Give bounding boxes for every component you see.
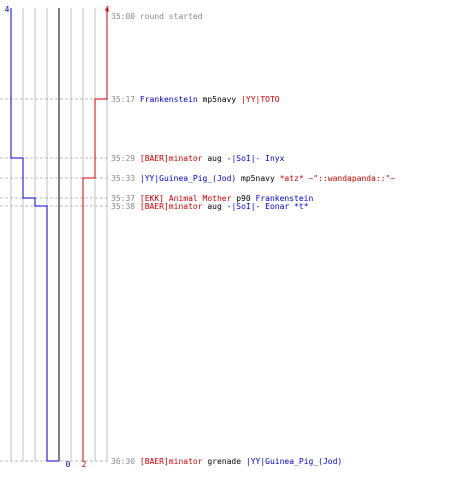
event-entry: 35:37 [EKK] Animal Mother p90 Frankenste…	[111, 194, 313, 203]
event-text-part: mp5navy	[236, 174, 279, 183]
event-entry: 36:30 [BAER]minator grenade |YY|Guinea_P…	[111, 457, 342, 466]
event-entry: 35:33 |YY|Guinea_Pig_(Jod) mp5navy *atz*…	[111, 174, 395, 183]
event-text-part: aug	[203, 202, 227, 211]
blue-final-score-label: 0	[66, 460, 71, 469]
event-text-part: |YY|TOTO	[241, 95, 280, 104]
event-text-part: Frankenstein	[256, 194, 314, 203]
event-entry: 35:38 [BAER]minator aug -|SoI|- Eonar *t…	[111, 202, 309, 211]
red-final-score-label: 2	[82, 460, 87, 469]
event-text-part: Frankenstein	[140, 95, 198, 104]
event-text-part: [BAER]minator	[140, 457, 203, 466]
event-time: 35:29	[111, 154, 140, 163]
event-text-part: grenade	[203, 457, 246, 466]
event-time: 35:33	[111, 174, 140, 183]
event-entry: 35:00 round started	[111, 12, 203, 21]
event-time: 36:30	[111, 457, 140, 466]
event-text-part: round started	[140, 12, 203, 21]
event-time: 35:00	[111, 12, 140, 21]
event-text-part: mp5navy	[198, 95, 241, 104]
event-time: 35:37	[111, 194, 140, 203]
event-time: 35:38	[111, 202, 140, 211]
event-guide-lines	[0, 98, 109, 462]
event-text-part: aug	[203, 154, 227, 163]
event-text-part: [BAER]minator	[140, 154, 203, 163]
event-text-part: |YY|Guinea_Pig_(Jod)	[246, 457, 342, 466]
event-entry: 35:17 Frankenstein mp5navy |YY|TOTO	[111, 95, 280, 104]
red-team-score-line	[82, 8, 108, 461]
event-log: 35:00 round started 35:17 Frankenstein mp…	[111, 12, 395, 466]
event-text-part: |YY|Guinea_Pig_(Jod)	[140, 174, 236, 183]
event-text-part: p90	[231, 194, 255, 203]
score-labels: 4 4 0 2	[5, 5, 110, 469]
event-text-part: -|SoI|- Inyx	[227, 154, 285, 163]
event-text-part: -|SoI|- Eonar *t*	[227, 202, 309, 211]
score-series	[10, 8, 108, 462]
red-start-score-label: 4	[105, 5, 110, 14]
event-entry: 35:29 [BAER]minator aug -|SoI|- Inyx	[111, 154, 285, 163]
blue-team-score-line	[10, 8, 59, 462]
event-text-part: *atz* ~"::wandapanda::"~	[280, 174, 396, 183]
score-grid	[10, 8, 108, 461]
blue-start-score-label: 4	[5, 5, 10, 14]
event-text-part: [EKK] Animal Mother	[140, 194, 232, 203]
event-text-part: [BAER]minator	[140, 202, 203, 211]
event-time: 35:17	[111, 95, 140, 104]
